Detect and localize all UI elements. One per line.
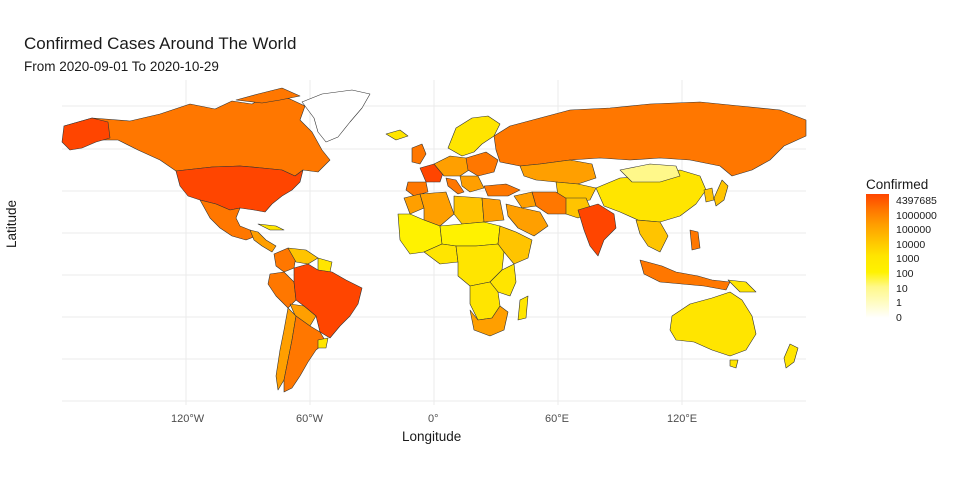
region-uk bbox=[411, 143, 427, 165]
region-guianas bbox=[317, 257, 333, 273]
region-egypt bbox=[481, 197, 505, 223]
x-tick-label: 120°W bbox=[171, 413, 205, 425]
region-venezuela bbox=[287, 247, 319, 265]
region-peru bbox=[267, 271, 297, 309]
region-saudi-arabia bbox=[505, 203, 549, 237]
region-south-africa bbox=[469, 305, 509, 337]
region-canada bbox=[63, 93, 331, 177]
region-new-zealand bbox=[783, 343, 799, 369]
region-philippines bbox=[689, 229, 701, 251]
region-libya bbox=[453, 195, 485, 225]
region-sahel bbox=[439, 221, 501, 247]
region-india bbox=[577, 203, 617, 257]
legend-title: Confirmed bbox=[866, 177, 929, 192]
region-italy bbox=[445, 177, 465, 195]
y-axis-label: Latitude bbox=[4, 199, 19, 248]
region-png bbox=[727, 279, 757, 293]
legend-label: 100000 bbox=[896, 224, 932, 237]
region-cuba bbox=[257, 223, 285, 231]
region-iraq bbox=[513, 191, 537, 209]
map-subtitle: From 2020-09-01 To 2020-10-29 bbox=[24, 59, 219, 74]
region-australia bbox=[669, 291, 757, 357]
x-tick-label: 60°E bbox=[545, 413, 569, 425]
legend-color-bar bbox=[866, 194, 889, 318]
region-argentina bbox=[283, 315, 327, 393]
region-central-america bbox=[249, 229, 277, 253]
legend-label: 100 bbox=[896, 267, 914, 280]
legend-label: 1000 bbox=[896, 253, 920, 266]
region-japan bbox=[713, 179, 729, 207]
region-turkey bbox=[483, 183, 521, 197]
region-tasmania bbox=[729, 359, 739, 369]
region-kazakhstan bbox=[519, 159, 597, 185]
region-scandinavia bbox=[447, 115, 501, 157]
region-southeast-asia bbox=[635, 219, 669, 253]
legend-label: 0 bbox=[896, 311, 902, 324]
region-brazil bbox=[293, 263, 363, 339]
legend-label: 10000 bbox=[896, 238, 926, 251]
region-uruguay bbox=[317, 337, 329, 349]
legend-label: 1 bbox=[896, 297, 902, 310]
region-indonesia bbox=[639, 259, 731, 291]
region-greenland bbox=[301, 89, 371, 143]
region-mongolia bbox=[619, 163, 681, 183]
region-iceland bbox=[385, 129, 409, 141]
region-balkans bbox=[459, 175, 485, 193]
map-title: Confirmed Cases Around The World bbox=[24, 34, 297, 53]
legend-label: 10 bbox=[896, 282, 908, 295]
x-tick-label: 60°W bbox=[296, 413, 324, 425]
legend: Confirmed 4397685 1000000 100000 10000 1… bbox=[866, 177, 937, 325]
legend-label: 1000000 bbox=[896, 209, 937, 222]
region-canada-islands bbox=[235, 87, 301, 104]
x-tick-label: 0° bbox=[428, 413, 439, 425]
region-usa bbox=[175, 165, 304, 213]
legend-labels: 4397685 1000000 100000 10000 1000 100 10… bbox=[896, 194, 937, 325]
region-alaska bbox=[61, 117, 111, 151]
region-madagascar bbox=[517, 295, 529, 321]
region-korea bbox=[703, 187, 715, 203]
region-eastern-europe bbox=[465, 151, 499, 177]
x-axis-label: Longitude bbox=[402, 429, 462, 444]
legend-label: 4397685 bbox=[896, 195, 937, 207]
x-tick-label: 120°E bbox=[667, 413, 698, 425]
